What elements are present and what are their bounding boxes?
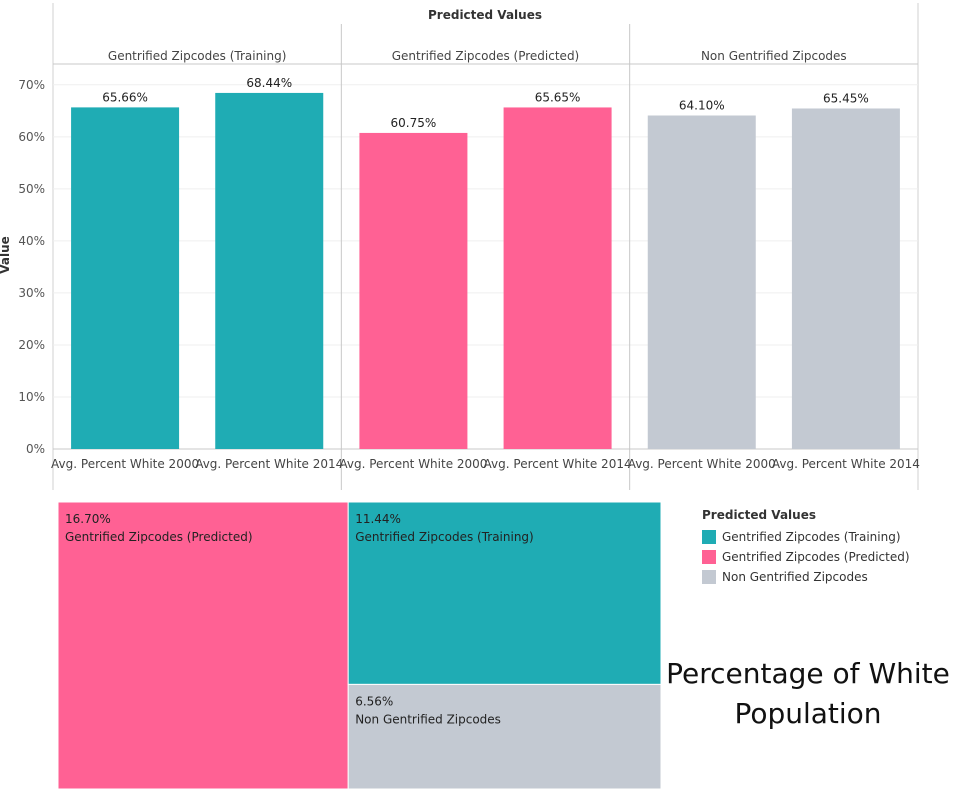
y-tick-label: 50%	[18, 182, 45, 196]
y-tick-label: 30%	[18, 286, 45, 300]
legend-label-predicted: Gentrified Zipcodes (Predicted)	[722, 550, 910, 564]
x-tick-label: Avg. Percent White 2014	[195, 457, 343, 471]
x-tick-label: Avg. Percent White 2000	[51, 457, 199, 471]
treemap-cell-value: 6.56%	[355, 694, 393, 708]
bar-value-label: 64.10%	[679, 99, 725, 113]
y-axis-title: Value	[0, 236, 12, 274]
bar	[71, 107, 180, 450]
legend-label-training: Gentrified Zipcodes (Training)	[722, 530, 901, 544]
y-tick-label: 60%	[18, 130, 45, 144]
x-tick-label: Avg. Percent White 2000	[628, 457, 776, 471]
bar	[503, 107, 612, 449]
treemap-cell-name: Gentrified Zipcodes (Predicted)	[65, 530, 253, 544]
legend-item-non-gentrified[interactable]: Non Gentrified Zipcodes	[702, 567, 910, 587]
y-tick-label: 10%	[18, 390, 45, 404]
bar-value-label: 65.65%	[535, 90, 581, 104]
x-tick-label: Avg. Percent White 2014	[772, 457, 920, 471]
bar	[791, 108, 900, 450]
legend-title: Predicted Values	[702, 508, 816, 522]
legend-swatch-training	[702, 530, 716, 544]
panel-header: Gentrified Zipcodes (Training)	[108, 49, 287, 63]
treemap-cell	[347, 501, 662, 685]
treemap-chart: 16.70% Gentrified Zipcodes (Predicted) 11.…	[57, 501, 662, 790]
legend-item-predicted[interactable]: Gentrified Zipcodes (Predicted)	[702, 547, 910, 567]
bar-value-label: 68.44%	[246, 76, 292, 90]
treemap-cell	[347, 683, 662, 790]
y-tick-label: 40%	[18, 234, 45, 248]
bar-chart: Predicted Values Value 0% 10% 20% 30% 40% 50%…	[0, 3, 920, 490]
bar-chart-title: Predicted Values	[428, 8, 542, 22]
treemap-cell-name: Gentrified Zipcodes (Training)	[355, 530, 534, 544]
y-tick-label: 20%	[18, 338, 45, 352]
y-tick-label: 70%	[18, 78, 45, 92]
dashboard-title: Percentage of White Population	[666, 657, 950, 730]
legend: Predicted Values Gentrified Zipcodes (Tr…	[702, 508, 910, 587]
panel-header: Gentrified Zipcodes (Predicted)	[392, 49, 580, 63]
bar	[647, 115, 756, 449]
legend-item-training[interactable]: Gentrified Zipcodes (Training)	[702, 527, 910, 547]
legend-swatch-predicted	[702, 550, 716, 564]
treemap-cell-name: Non Gentrified Zipcodes	[355, 712, 501, 726]
bar-value-label: 65.66%	[102, 90, 148, 104]
y-tick-label: 0%	[26, 442, 45, 456]
treemap-cell	[57, 501, 349, 790]
bar-value-label: 65.45%	[823, 91, 869, 105]
treemap-cell-value: 16.70%	[65, 512, 111, 526]
legend-swatch-non-gentrified	[702, 570, 716, 584]
x-tick-label: Avg. Percent White 2000	[339, 457, 487, 471]
x-tick-label: Avg. Percent White 2014	[484, 457, 632, 471]
bar	[359, 132, 468, 450]
panel-header: Non Gentrified Zipcodes	[701, 49, 847, 63]
bar-value-label: 60.75%	[391, 116, 437, 130]
bar	[215, 92, 324, 449]
treemap-cell-value: 11.44%	[355, 512, 401, 526]
legend-label-non-gentrified: Non Gentrified Zipcodes	[722, 570, 868, 584]
